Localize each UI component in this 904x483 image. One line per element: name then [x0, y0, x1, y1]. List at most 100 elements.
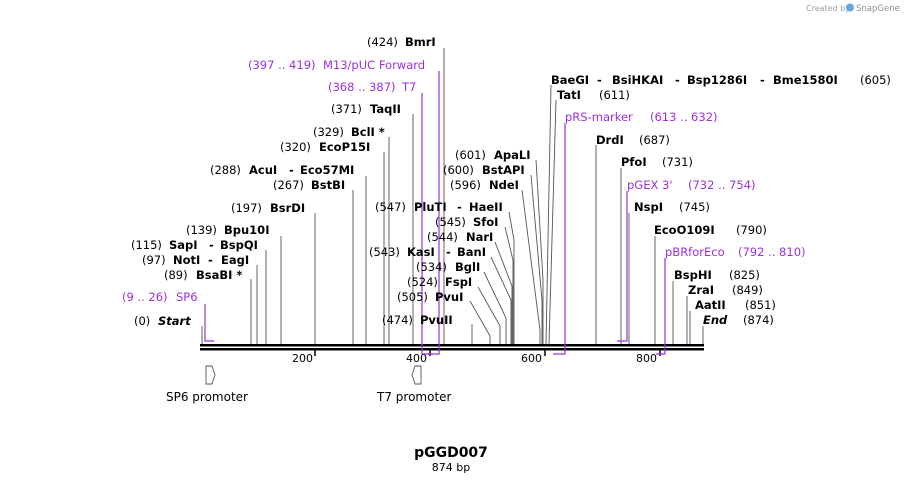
plasmid-name: pGGD007	[414, 445, 488, 461]
site-name: NspI	[634, 200, 663, 214]
leader-baegi	[545, 84, 552, 345]
annotation-bsabi[interactable]: (89) BsaBI *	[164, 268, 242, 282]
leader-nari	[494, 241, 513, 344]
annotation-pbr[interactable]: pBRforEco (792 .. 810)	[665, 245, 806, 259]
annotation-pfoi[interactable]: PfoI (731)	[621, 155, 693, 169]
annotation-bcli[interactable]: (329) BclI *	[313, 125, 385, 139]
site-name: BsaBI *	[196, 268, 242, 282]
svg-text:-: -	[208, 253, 213, 267]
annotation-bsphi[interactable]: BspHI (825)	[674, 268, 760, 282]
annotation-nspi[interactable]: NspI (745)	[634, 200, 710, 214]
annotation-bmri[interactable]: (424) BmrI	[367, 35, 436, 49]
annotation-bstapi[interactable]: (600) BstAPI	[443, 163, 525, 177]
site-name: ApaLI	[494, 148, 531, 162]
t7-promoter-label: T7 promoter	[376, 390, 452, 404]
annotation-nari[interactable]: (544) NarI	[427, 230, 493, 244]
site-name: SfoI	[473, 215, 498, 229]
sequence-backbone[interactable]	[200, 344, 704, 351]
position-label: (547)	[375, 200, 406, 214]
annotation-start[interactable]: (0) Start	[134, 314, 191, 328]
brand-name: SnapGene	[856, 4, 900, 14]
primer-name: pRS-marker	[565, 110, 633, 124]
feature-sp6-promoter[interactable]: SP6 promoter	[166, 365, 248, 404]
annotation-eco0109i[interactable]: EcoO109I (790)	[654, 223, 767, 237]
position-label: (0)	[134, 314, 150, 328]
position-label: (320)	[280, 140, 311, 154]
annotation-pgex[interactable]: pGEX 3' (732 .. 754)	[627, 178, 756, 192]
annotation-pvuii[interactable]: (474) PvuII	[382, 313, 453, 327]
backbone-top-strand	[200, 344, 704, 347]
sp6-promoter-label: SP6 promoter	[166, 390, 248, 404]
annotation-drdi[interactable]: DrdI (687)	[596, 133, 670, 147]
annotation-noti[interactable]: (97) NotI - EagI	[142, 253, 249, 267]
t7-promoter-arrow-icon	[411, 365, 422, 385]
annotation-pvui[interactable]: (505) PvuI	[397, 290, 463, 304]
site-name: BspHI	[674, 268, 712, 282]
annotation-bpu10i[interactable]: (139) Bpu10I	[186, 223, 269, 237]
position-label: (611)	[599, 88, 630, 102]
primer-lines	[204, 71, 666, 355]
site-name: BstBI	[311, 178, 345, 192]
svg-text:-: -	[209, 238, 214, 252]
site-name: BstAPI	[482, 163, 525, 177]
annotation-aatii[interactable]: AatII (851)	[695, 298, 776, 312]
annotation-prs[interactable]: pRS-marker (613 .. 632)	[565, 110, 718, 124]
credit: Created by SnapGene	[806, 3, 900, 14]
position-label: (329)	[313, 125, 344, 139]
annotation-bsrdi[interactable]: (197) BsrDI	[231, 201, 305, 215]
site-name: EagI	[221, 253, 249, 267]
site-name: Bme1580I	[773, 73, 838, 87]
site-name: KasI	[407, 245, 435, 259]
site-name: EcoO109I	[654, 223, 715, 237]
site-name: BsrDI	[270, 201, 305, 215]
annotation-sfoi[interactable]: (545) SfoI	[435, 215, 498, 229]
position-label: (524)	[407, 275, 438, 289]
tick-label: 600	[521, 352, 542, 365]
annotation-t7[interactable]: (368 .. 387) T7	[328, 80, 416, 94]
annotation-bgli[interactable]: (534) BglI	[416, 260, 480, 274]
annotation-sapi[interactable]: (115) SapI - BspQI	[131, 238, 258, 252]
position-label: (600)	[443, 163, 474, 177]
leader-sfoi	[504, 226, 514, 344]
position-label: (596)	[450, 178, 481, 192]
position-label: (792 .. 810)	[738, 245, 806, 259]
leader-fspi	[477, 286, 501, 344]
annotation-zrai[interactable]: ZraI (849)	[688, 283, 763, 297]
position-label: (731)	[662, 155, 693, 169]
primer-prs-line	[553, 123, 566, 355]
annotation-baegi[interactable]: BaeGI - BsiHKAI - Bsp1286I - Bme1580I (6…	[551, 73, 891, 87]
tick-label: 800	[636, 352, 657, 365]
annotation-acui[interactable]: (288) AcuI - Eco57MI	[210, 163, 354, 177]
feature-t7-promoter[interactable]: T7 promoter	[376, 365, 452, 404]
site-name: NdeI	[489, 178, 519, 192]
site-name: ZraI	[688, 283, 714, 297]
start-label: Start	[158, 314, 191, 328]
annotation-ecop15i[interactable]: (320) EcoP15I	[280, 140, 370, 154]
annotation-sp6[interactable]: (9 .. 26) SP6	[122, 290, 198, 304]
annotation-pluti[interactable]: (547) PluTI - HaeII	[375, 200, 503, 214]
annotation-fspi[interactable]: (524) FspI	[407, 275, 472, 289]
annotation-bstbi[interactable]: (267) BstBI	[273, 178, 345, 192]
position-label: (424)	[367, 35, 398, 49]
primer-name: SP6	[176, 290, 198, 304]
position-label: (613 .. 632)	[650, 110, 718, 124]
annotation-apali[interactable]: (601) ApaLI	[455, 148, 531, 162]
annotation-end[interactable]: End (874)	[703, 313, 774, 327]
annotation-taqii[interactable]: (371) TaqII	[331, 102, 401, 116]
site-name: BanI	[457, 245, 486, 259]
annotation-kasi[interactable]: (543) KasI - BanI	[369, 245, 486, 259]
annotation-m13[interactable]: (397 .. 419) M13/pUC Forward	[248, 58, 425, 72]
leader-tati	[548, 99, 557, 345]
position-label: (505)	[397, 290, 428, 304]
site-name: EcoP15I	[319, 140, 370, 154]
position-label: (874)	[743, 313, 774, 327]
primer-name: pGEX 3'	[627, 178, 673, 192]
site-leader-lines	[201, 48, 704, 345]
position-label: (851)	[745, 298, 776, 312]
position-label: (605)	[860, 73, 891, 87]
position-label: (601)	[455, 148, 486, 162]
annotation-ndei[interactable]: (596) NdeI	[450, 178, 519, 192]
svg-text:-: -	[457, 200, 462, 214]
annotation-tati[interactable]: TatI (611)	[557, 88, 630, 102]
